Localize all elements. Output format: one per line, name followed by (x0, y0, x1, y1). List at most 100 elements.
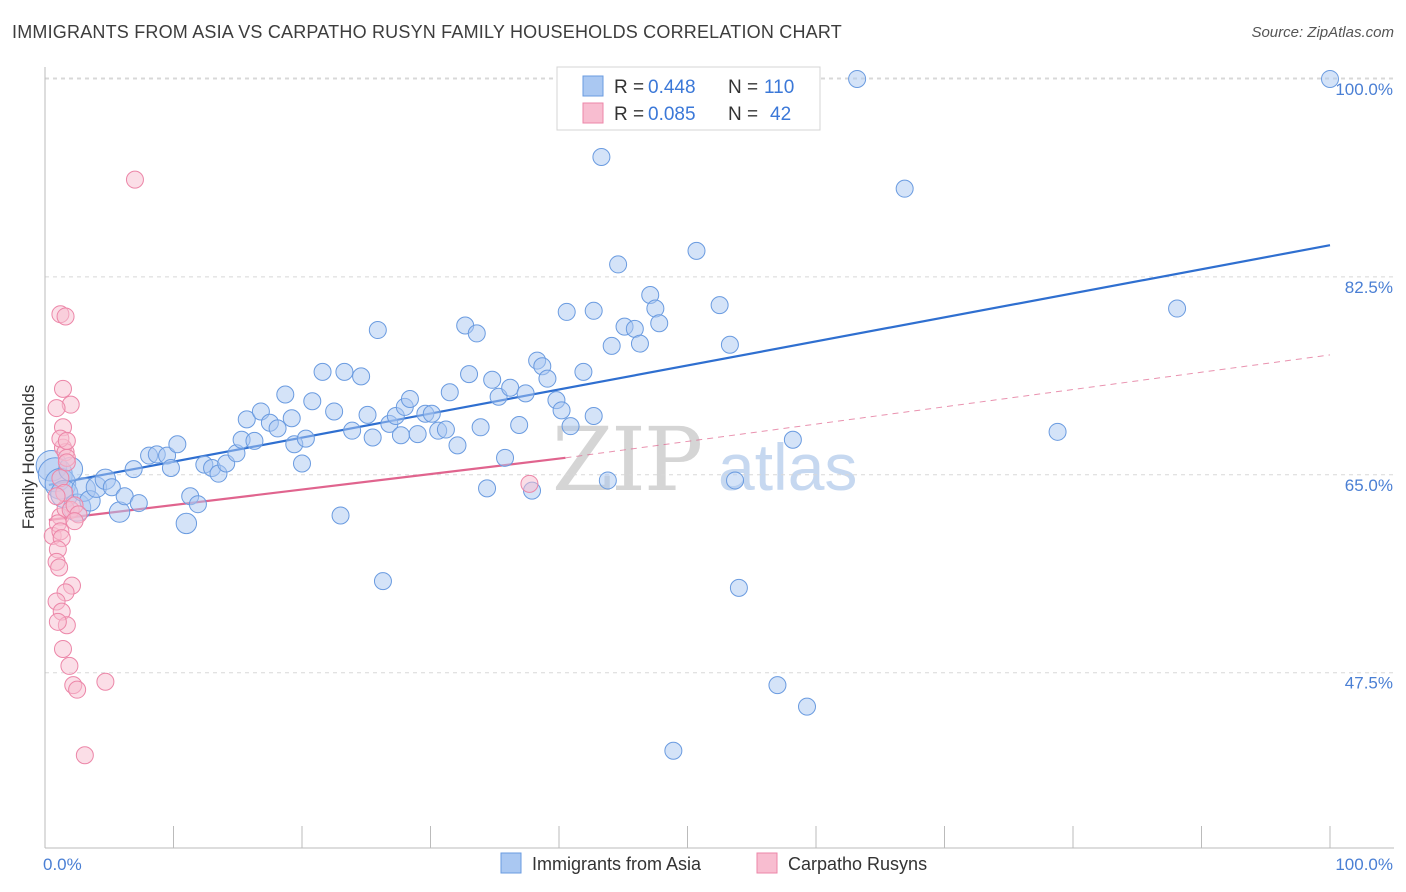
data-point-rusyn (68, 680, 87, 699)
data-point-rusyn (53, 639, 72, 658)
data-point-asia (296, 429, 315, 448)
data-point-asia (783, 430, 802, 449)
legend-swatch-asia (582, 75, 604, 97)
data-point-rusyn (48, 612, 67, 631)
data-point-asia (161, 459, 180, 478)
series-legend: Immigrants from Asia Carpatho Rusyns (500, 852, 927, 874)
data-point-asia (391, 426, 410, 445)
data-point-asia (422, 404, 441, 423)
data-point-rusyn (50, 558, 69, 577)
y-axis-title: Family Households (19, 385, 38, 530)
data-point-asia (331, 506, 350, 525)
data-point-asia (352, 367, 371, 386)
x-tick-label-start: 0.0% (43, 855, 82, 874)
legend-swatch-rusyn (582, 102, 604, 124)
data-point-asia (343, 421, 362, 440)
data-point-asia (303, 392, 322, 411)
data-point-asia (848, 69, 867, 88)
legend-n-value-rusyn: 42 (770, 104, 791, 125)
data-point-asia (368, 321, 387, 340)
data-point-asia (358, 405, 377, 424)
data-point-rusyn (56, 307, 75, 326)
data-point-asia (188, 495, 207, 514)
data-point-asia (710, 296, 729, 315)
data-point-asia (436, 420, 455, 439)
data-point-asia (400, 390, 419, 409)
y-tick-label: 65.0% (1345, 476, 1393, 495)
data-point-asia (467, 324, 486, 343)
data-point-asia (175, 512, 198, 535)
data-point-rusyn (53, 379, 72, 398)
bottom-legend-swatch-rusyn (756, 852, 778, 874)
data-point-asia (460, 365, 479, 384)
data-point-asia (574, 362, 593, 381)
data-point-rusyn (75, 746, 94, 765)
data-point-asia (598, 471, 617, 490)
data-point-asia (557, 302, 576, 321)
data-point-asia (245, 431, 264, 450)
gridlines (45, 77, 1394, 674)
bottom-legend-label-rusyn: Carpatho Rusyns (788, 854, 927, 874)
data-point-asia (276, 385, 295, 404)
bottom-legend-swatch-asia (500, 852, 522, 874)
data-point-asia (592, 147, 611, 166)
data-point-rusyn (47, 487, 66, 506)
data-point-asia (237, 410, 256, 429)
legend-n-value-asia: 110 (764, 77, 794, 98)
tick-labels: 47.5% 65.0% 82.5% 100.0% 0.0% 100.0% (43, 80, 1393, 874)
data-point-asia (408, 425, 427, 444)
data-point-rusyn (60, 656, 79, 675)
data-point-asia (630, 334, 649, 353)
data-point-asia (1168, 299, 1187, 318)
data-point-asia (168, 435, 187, 454)
data-point-asia (373, 572, 392, 591)
data-point-rusyn (57, 431, 76, 450)
data-point-asia (561, 417, 580, 436)
data-point-asia (584, 301, 603, 320)
legend-n-label-asia: N = (728, 77, 758, 98)
data-point-asia (440, 383, 459, 402)
data-point-asia (471, 418, 490, 437)
data-point-asia (496, 448, 515, 467)
y-tick-label: 82.5% (1345, 278, 1393, 297)
data-point-asia (335, 362, 354, 381)
data-point-asia (448, 436, 467, 455)
data-point-asia (124, 460, 143, 479)
data-point-asia (895, 179, 914, 198)
data-point-rusyn (520, 474, 539, 493)
data-point-asia (650, 314, 669, 333)
chart-title: IMMIGRANTS FROM ASIA VS CARPATHO RUSYN F… (12, 22, 842, 42)
data-point-rusyn (65, 512, 84, 531)
source-credit: Source: ZipAtlas.com (1251, 24, 1394, 41)
legend-r-value-asia: 0.448 (648, 77, 696, 98)
data-point-asia (798, 697, 817, 716)
data-point-asia (325, 402, 344, 421)
data-point-asia (552, 401, 571, 420)
data-point-asia (516, 384, 535, 403)
y-tick-label: 47.5% (1345, 674, 1393, 693)
data-point-asia (687, 241, 706, 260)
series-immigrants-from-asia (35, 69, 1339, 760)
bottom-legend-label-asia: Immigrants from Asia (532, 854, 702, 874)
data-point-asia (609, 255, 628, 274)
data-point-asia (510, 416, 529, 435)
data-point-asia (102, 478, 121, 497)
legend-n-label-rusyn: N = (728, 104, 758, 125)
series-carpatho-rusyns (43, 170, 539, 765)
data-point-asia (129, 494, 148, 513)
correlation-legend: R = 0.448 N = 110 R = 0.085 N = 42 (556, 66, 821, 131)
data-point-asia (501, 378, 520, 397)
data-point-asia (313, 362, 332, 381)
data-point-asia (602, 336, 621, 355)
data-point-rusyn (96, 672, 115, 691)
data-point-asia (584, 406, 603, 425)
data-point-asia (1048, 422, 1067, 441)
data-point-asia (268, 419, 287, 438)
data-point-rusyn (125, 170, 144, 189)
y-tick-label: 100.0% (1335, 80, 1393, 99)
legend-r-label-asia: R = (614, 77, 644, 98)
data-point-rusyn (47, 399, 66, 418)
data-point-asia (1321, 69, 1339, 88)
data-point-asia (282, 409, 301, 428)
